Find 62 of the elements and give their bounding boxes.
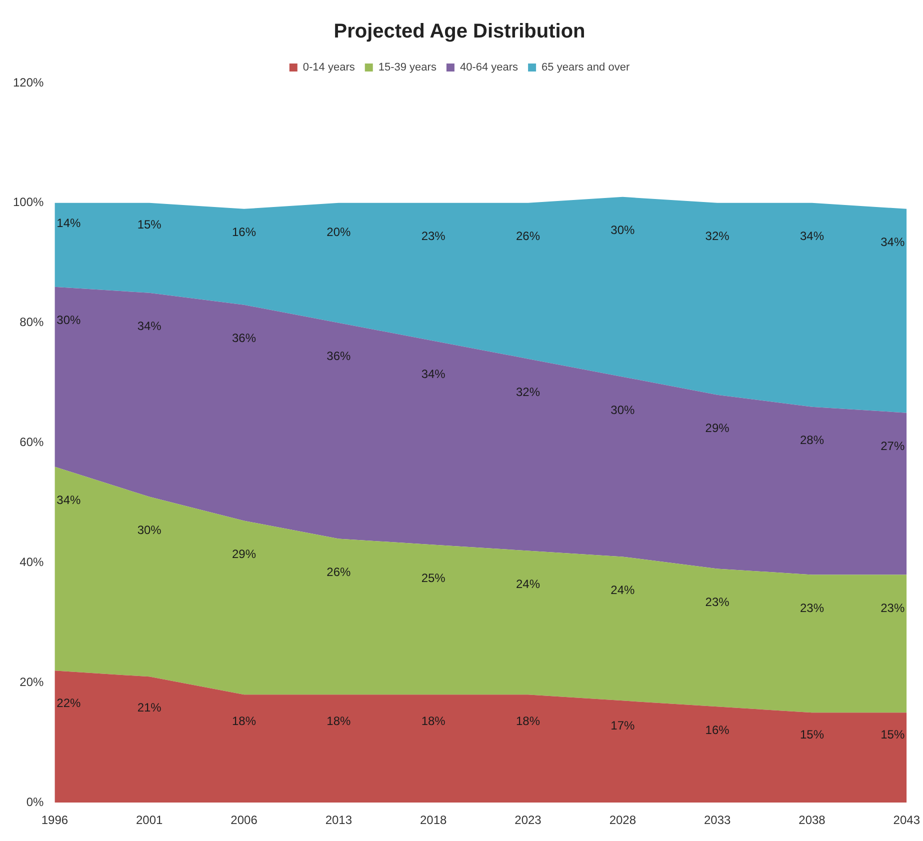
data-label: 14% bbox=[56, 216, 82, 230]
legend-label: 15-39 years bbox=[378, 62, 437, 74]
data-label: 18% bbox=[516, 714, 540, 728]
data-label: 34% bbox=[56, 493, 82, 508]
data-label: 18% bbox=[232, 714, 256, 728]
data-label: 36% bbox=[326, 349, 352, 364]
data-label: 32% bbox=[705, 229, 730, 244]
x-tick-label: 2033 bbox=[704, 813, 731, 828]
data-label: 23% bbox=[800, 601, 824, 616]
data-label: 36% bbox=[232, 331, 256, 346]
data-label: 18% bbox=[326, 714, 352, 728]
data-label: 26% bbox=[326, 565, 352, 580]
data-label: 29% bbox=[705, 421, 730, 436]
data-label: 25% bbox=[421, 571, 446, 586]
y-tick-label: 120% bbox=[12, 75, 44, 90]
x-tick-label: 2038 bbox=[798, 813, 826, 828]
x-tick-label: 1996 bbox=[41, 813, 68, 828]
data-label: 23% bbox=[705, 595, 730, 610]
data-label: 23% bbox=[421, 229, 446, 244]
x-tick-label: 2028 bbox=[609, 813, 636, 828]
chart-title: Projected Age Distribution bbox=[334, 20, 586, 43]
data-label: 34% bbox=[800, 229, 824, 244]
data-label: 16% bbox=[232, 225, 256, 240]
legend-label: 65 years and over bbox=[542, 62, 630, 74]
x-tick-label: 2013 bbox=[325, 813, 352, 828]
x-tick-label: 2006 bbox=[230, 813, 258, 828]
data-label: 34% bbox=[137, 319, 162, 334]
y-tick-label: 20% bbox=[20, 674, 44, 689]
data-label: 30% bbox=[610, 223, 635, 238]
data-label: 20% bbox=[326, 225, 352, 240]
y-tick-label: 40% bbox=[20, 555, 44, 570]
data-label: 18% bbox=[421, 714, 446, 728]
data-label: 17% bbox=[610, 718, 635, 732]
data-label: 30% bbox=[610, 403, 635, 418]
data-label: 22% bbox=[56, 696, 82, 710]
data-label: 21% bbox=[137, 700, 162, 714]
legend-label: 40-64 years bbox=[460, 62, 519, 74]
data-label: 15% bbox=[880, 727, 905, 742]
data-label: 30% bbox=[56, 313, 82, 328]
data-label: 29% bbox=[232, 547, 256, 562]
data-label: 23% bbox=[880, 601, 905, 616]
y-tick-label: 60% bbox=[20, 435, 44, 450]
data-label: 24% bbox=[610, 583, 635, 598]
data-label: 32% bbox=[516, 385, 540, 400]
x-tick-label: 2001 bbox=[136, 813, 164, 828]
data-label: 30% bbox=[137, 523, 162, 538]
data-label: 28% bbox=[800, 433, 824, 448]
data-label: 27% bbox=[880, 439, 905, 454]
legend-label: 0-14 years bbox=[302, 62, 356, 74]
data-label: 15% bbox=[137, 218, 162, 232]
data-label: 34% bbox=[421, 367, 446, 382]
data-label: 34% bbox=[880, 235, 905, 250]
x-tick-label: 2043 bbox=[893, 813, 920, 828]
y-tick-label: 0% bbox=[26, 794, 44, 809]
data-label: 24% bbox=[516, 577, 540, 592]
x-tick-label: 2018 bbox=[420, 813, 448, 828]
data-label: 16% bbox=[705, 722, 730, 737]
data-label: 15% bbox=[800, 727, 824, 742]
x-tick-label: 2023 bbox=[514, 813, 542, 828]
data-label: 26% bbox=[516, 229, 540, 244]
y-tick-label: 100% bbox=[12, 195, 44, 210]
y-tick-label: 80% bbox=[20, 315, 44, 330]
